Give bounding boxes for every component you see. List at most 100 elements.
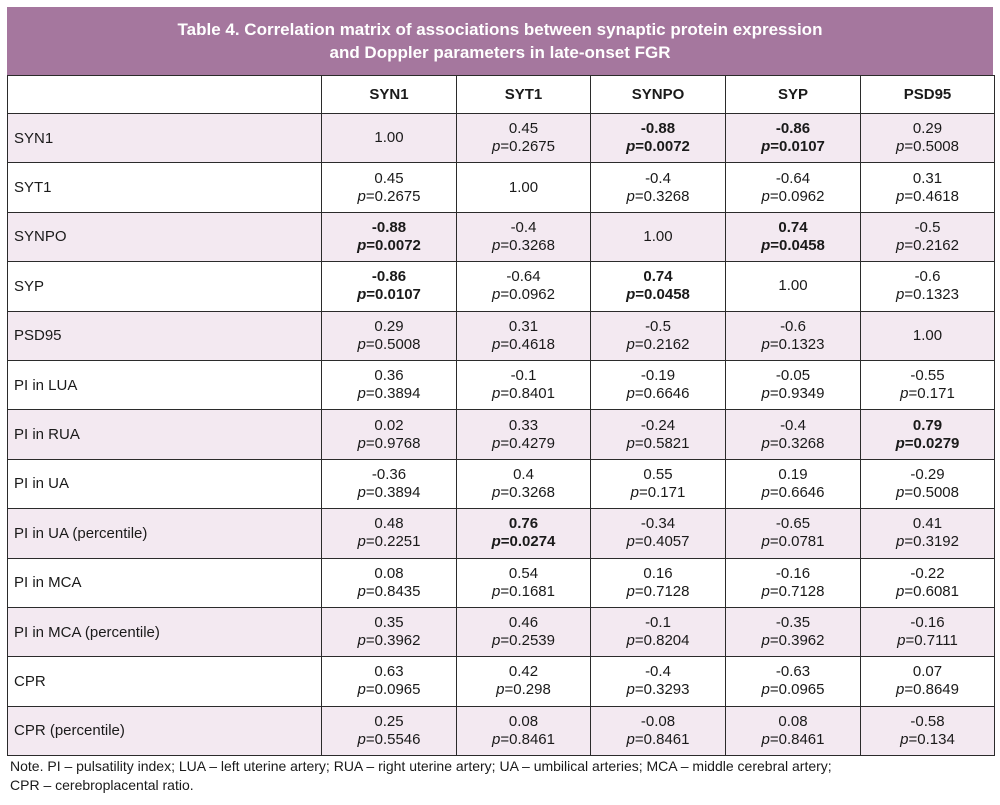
correlation-coefficient: 0.25 [374,712,404,730]
p-value: p=0.0274 [457,533,590,551]
correlation-coefficient: 0.48 [374,515,404,533]
p-symbol: p [761,582,770,600]
p-value: p=0.5821 [591,435,725,453]
p-equals: = [366,236,376,254]
table-row: SYT1 0.45 p=0.2675 1.00 -0.4 p=0.3268 -0.64 p=0… [7,162,995,213]
p-value-number: 0.0781 [778,533,825,551]
correlation-coefficient: 0.29 [912,120,943,138]
p-value-number: 0.3268 [643,187,690,205]
p-value-number: 0.2162 [643,335,690,353]
p-symbol: p [761,483,770,501]
correlation-cell: 0.35 p=0.3962 [321,606,457,658]
p-value: p=0.0072 [591,138,725,156]
correlation-cell: 1.00 [860,310,995,361]
p-symbol: p [357,385,366,403]
p-value: p=0.171 [591,484,725,502]
p-symbol: p [896,286,905,304]
p-equals: = [904,533,914,551]
correlation-cell: 0.45 p=0.2675 [321,162,457,213]
row-label: SYNPO [7,211,322,263]
p-value: p=0.3962 [322,632,456,650]
p-symbol: p [895,434,905,452]
correlation-coefficient: 0.46 [508,614,539,632]
p-value: p=0.8649 [861,681,994,699]
correlation-coefficient: -0.64 [506,268,541,286]
p-value: p=0.8401 [457,385,590,403]
p-equals: = [908,730,918,748]
correlation-coefficient: 0.35 [374,614,404,632]
p-value-number: 0.8401 [509,385,555,403]
p-equals: = [365,582,375,600]
p-symbol: p [896,681,905,699]
p-value: p=0.4279 [457,435,590,453]
p-value-number: 0.8204 [643,632,690,650]
p-equals: = [634,187,644,205]
correlation-cell: 0.36 p=0.3894 [321,359,457,411]
p-value: p=0.0107 [322,286,456,304]
correlation-coefficient: 0.74 [778,218,808,236]
p-equals: = [769,335,779,353]
p-equals: = [500,286,510,304]
correlation-coefficient: 0.33 [508,416,539,434]
table-note: Note. PI – pulsatility index; LUA – left… [10,757,990,795]
correlation-coefficient: 0.55 [643,465,673,483]
p-equals: = [904,483,914,501]
p-equals: = [634,681,644,699]
correlation-cell: -0.24 p=0.5821 [590,409,726,460]
correlation-cell: -0.64 p=0.0962 [456,261,591,312]
column-header-syn1: SYN1 [321,75,457,114]
correlation-coefficient: 0.4 [513,465,534,483]
p-value: p=0.8435 [322,583,456,601]
correlation-cell: -0.16 p=0.7111 [860,606,995,658]
p-value-number: 0.3962 [778,632,825,650]
correlation-coefficient: -0.86 [371,268,407,286]
correlation-cell: -0.63 p=0.0965 [725,656,861,707]
p-symbol: p [492,434,501,452]
p-symbol: p [761,632,770,650]
column-header-blank [7,75,322,114]
p-value: p=0.9768 [322,435,456,453]
p-value: p=0.3268 [726,435,860,453]
p-value-number: 0.4618 [913,187,959,205]
p-symbol: p [626,533,635,551]
p-value-number: 0.9349 [778,385,825,403]
p-symbol: p [492,385,501,403]
p-value: p=0.7128 [591,583,725,601]
correlation-cell: -0.5 p=0.2162 [860,211,995,263]
table-title: Table 4. Correlation matrix of associati… [7,7,993,75]
p-symbol: p [896,582,905,600]
p-equals: = [500,335,510,353]
p-equals: = [500,138,510,156]
correlation-coefficient: 1.00 [374,129,404,147]
p-value: p=0.3268 [457,484,590,502]
correlation-cell: 0.07 p=0.8649 [860,656,995,707]
header-row: SYN1 SYT1 SYNPO SYP PSD95 [7,75,995,114]
p-value-number: 0.1681 [509,582,555,600]
p-value: p=0.1323 [861,286,994,304]
table-note-line-2: CPR – cerebroplacental ratio. [10,777,194,793]
p-symbol: p [626,681,635,699]
p-value-number: 0.3192 [913,533,959,551]
p-equals: = [504,681,514,699]
correlation-coefficient: 0.42 [508,663,539,681]
correlation-coefficient: 0.76 [508,515,539,533]
p-symbol: p [357,632,366,650]
p-value: p=0.0279 [861,435,994,453]
correlation-coefficient: 1.00 [643,227,673,245]
p-equals: = [769,681,779,699]
correlation-cell: 0.25 p=0.5546 [321,705,457,757]
correlation-coefficient: 0.08 [508,712,539,730]
p-equals: = [904,286,914,304]
correlation-coefficient: 0.41 [912,515,943,533]
correlation-cell: -0.1 p=0.8204 [590,606,726,658]
p-equals: = [500,483,510,501]
p-value-number: 0.2539 [509,632,555,650]
correlation-coefficient: -0.58 [910,712,945,730]
table-title-line-1: Table 4. Correlation matrix of associati… [177,20,823,39]
p-equals: = [500,533,510,551]
p-value-number: 0.7111 [914,632,958,650]
correlation-coefficient: 0.36 [374,367,404,385]
p-value-number: 0.2675 [509,138,555,156]
correlation-coefficient: -0.34 [640,515,676,533]
correlation-coefficient: 1.00 [508,178,539,196]
